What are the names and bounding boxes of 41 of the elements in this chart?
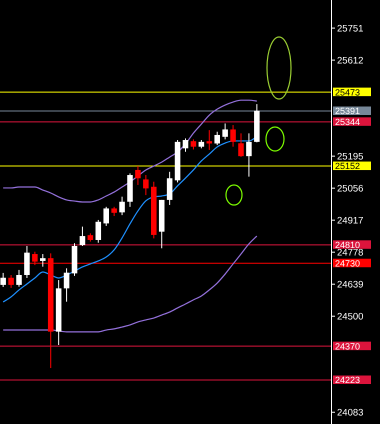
- y-tick-label: 25056: [337, 183, 364, 194]
- line-series: [2, 100, 258, 203]
- candlestick: [8, 274, 14, 288]
- candlestick: [190, 138, 196, 150]
- y-tick-label: 25751: [337, 23, 364, 34]
- candlestick: [64, 268, 70, 302]
- candlestick: [238, 132, 244, 158]
- candlestick: [96, 219, 102, 244]
- candlestick: [143, 174, 149, 196]
- y-tick-label: 25612: [337, 55, 364, 66]
- ref-line-label: 25152: [335, 161, 360, 172]
- candlestick: [0, 272, 6, 288]
- candlestick: [103, 206, 109, 226]
- candlestick: [166, 171, 172, 206]
- candlestick: [246, 132, 252, 178]
- candlestick: [230, 124, 236, 148]
- y-tick-label: 24500: [337, 312, 364, 323]
- candlestick: [40, 254, 46, 268]
- ref-line-label: 24223: [335, 375, 360, 386]
- candlestick: [206, 130, 212, 150]
- candlestick: [182, 138, 188, 152]
- y-tick-label: 24639: [337, 280, 364, 291]
- ref-line-label: 24370: [335, 341, 360, 352]
- candlestick: [222, 122, 228, 140]
- candlestick: [119, 196, 125, 216]
- ref-line-label: 24810: [335, 240, 360, 250]
- candlestick: [135, 166, 141, 186]
- y-tick-label: 24917: [337, 216, 364, 226]
- y-tick-label: 24083: [337, 408, 364, 419]
- ref-line-label: 24730: [335, 258, 360, 268]
- y-tick-label: 25195: [337, 151, 364, 162]
- candlestick: [214, 131, 220, 146]
- line-series: [2, 235, 258, 332]
- ref-line-label: 25344: [335, 116, 360, 127]
- ref-line-label: 25473: [335, 87, 360, 98]
- candlestick: [80, 226, 86, 246]
- y-tick-label: 24778: [337, 248, 364, 259]
- candlestick: [111, 206, 117, 217]
- candlestick: [24, 245, 30, 278]
- candlestick: [16, 269, 22, 288]
- ref-line-label: 25391: [335, 106, 360, 116]
